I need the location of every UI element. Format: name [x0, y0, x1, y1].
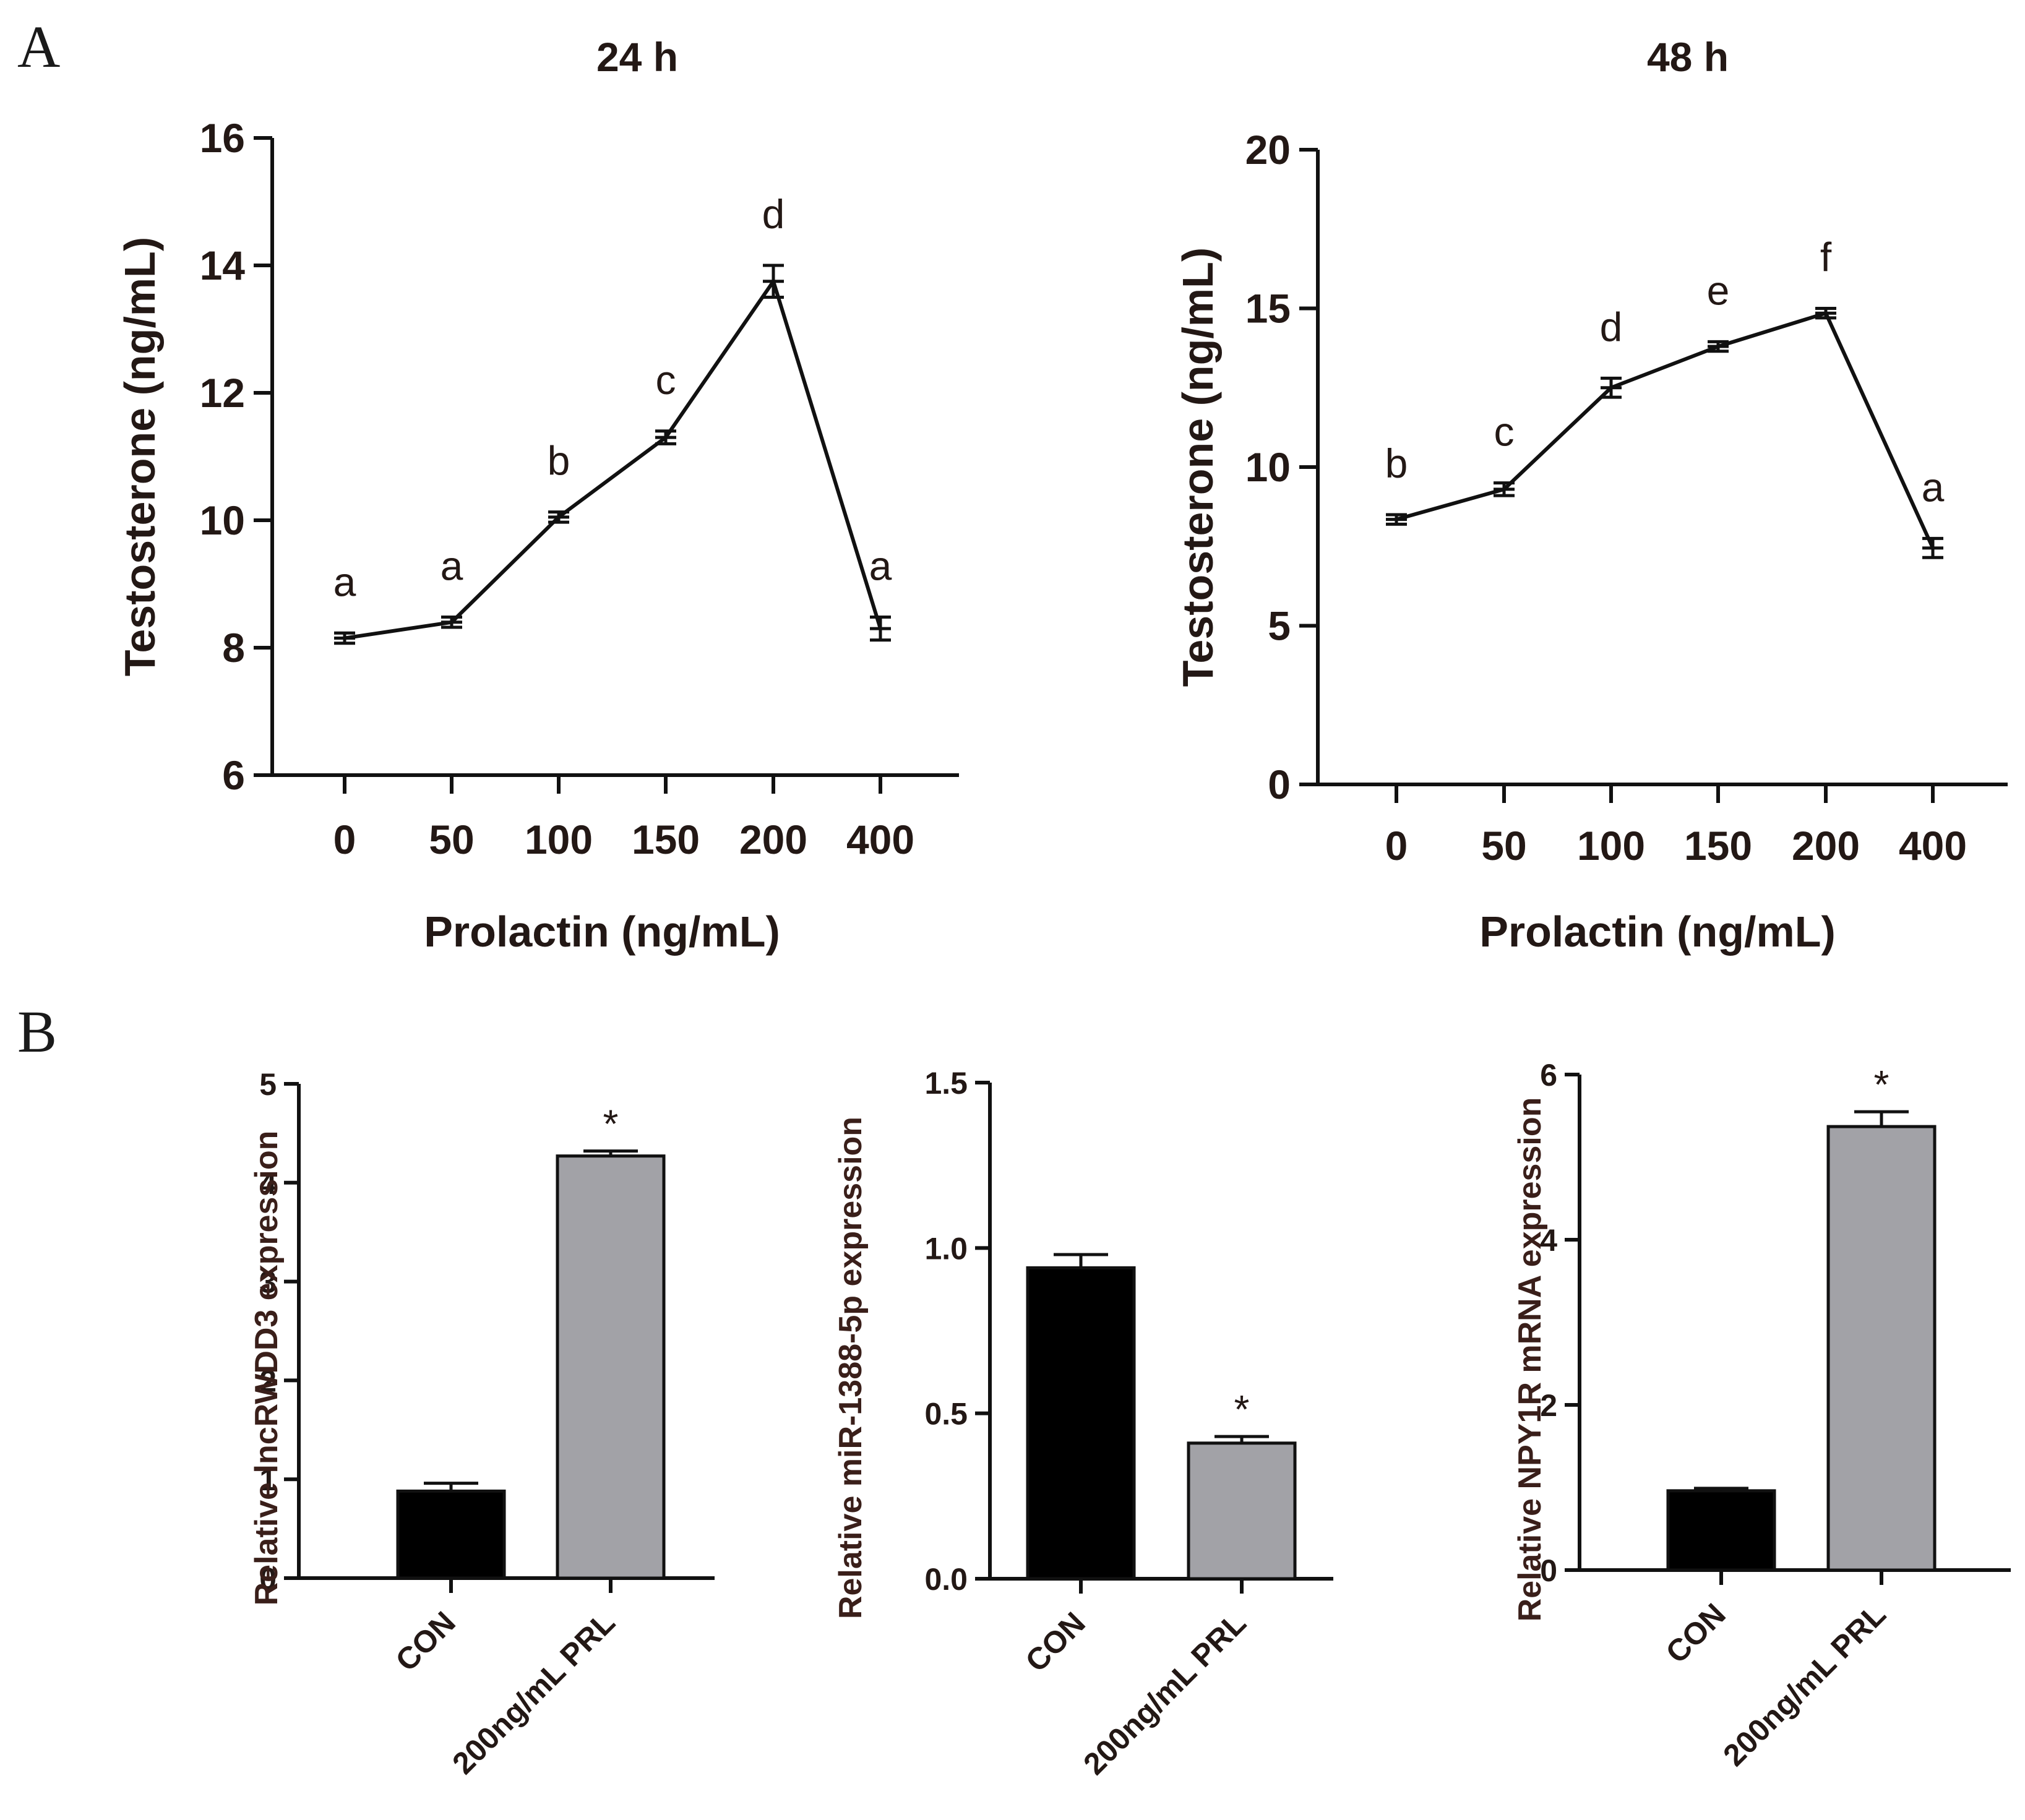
x-tick-label: 200ng/mL PRL — [1077, 1605, 1253, 1782]
data-point — [1601, 376, 1622, 399]
y-tick-label: 1.0 — [924, 1231, 968, 1266]
x-tick-label: 200ng/mL PRL — [445, 1605, 622, 1781]
y-tick-label: 20 — [1245, 127, 1291, 173]
data-point — [334, 631, 355, 645]
significance-letter: a — [869, 543, 892, 589]
significance-letter: a — [1922, 464, 1945, 510]
x-axis-title: Prolactin (ng/mL) — [424, 908, 780, 956]
bar — [1666, 1489, 1776, 1572]
y-tick-label: 5 — [259, 1067, 277, 1102]
y-tick-label: 0 — [259, 1561, 277, 1596]
x-tick-label: 50 — [1481, 823, 1526, 869]
significance-star: * — [1234, 1387, 1250, 1432]
x-tick-label: 200 — [1792, 823, 1860, 869]
x-tick-label: 0 — [333, 817, 356, 862]
y-tick-label: 8 — [222, 625, 245, 671]
y-axis-title: Relative NPY1R mRNA expression — [1512, 1097, 1548, 1622]
significance-letter: b — [548, 438, 570, 484]
data-point — [763, 264, 784, 299]
bar — [1826, 1125, 1937, 1572]
y-tick-label: 12 — [200, 370, 245, 416]
chart-title: 48 h — [1647, 34, 1729, 80]
significance-letter: d — [762, 191, 785, 237]
y-tick-label: 6 — [222, 752, 245, 798]
panel-label-a: A — [17, 14, 60, 80]
bar — [396, 1489, 506, 1580]
series-line — [1396, 311, 1935, 549]
data-point — [1708, 340, 1729, 353]
significance-letter: a — [441, 543, 463, 589]
significance-letter: f — [1820, 234, 1832, 280]
x-tick-label: 50 — [429, 817, 474, 862]
significance-letter: b — [1385, 440, 1408, 486]
significance-letter: e — [1707, 267, 1730, 313]
y-tick-label: 2 — [259, 1363, 277, 1398]
data-point — [655, 429, 676, 445]
x-tick-label: 400 — [1899, 823, 1967, 869]
significance-letter: c — [1494, 409, 1515, 455]
data-point — [870, 616, 891, 642]
y-tick-label: 0.5 — [924, 1397, 968, 1432]
chart-title: 24 h — [596, 34, 678, 80]
bar — [1187, 1441, 1297, 1581]
data-point — [441, 616, 462, 629]
data-point — [1386, 513, 1407, 526]
panel-label-b: B — [17, 998, 57, 1065]
x-tick-label: CON — [1019, 1605, 1092, 1678]
bar-chart-lncrwdd3: 0 1 2 3 4 5 CON * 200ng/mL PRL Relative lncRWDD3 … — [249, 1067, 715, 1781]
x-tick-label: 150 — [1684, 823, 1752, 869]
y-tick-label: 6 — [1540, 1058, 1557, 1092]
y-axis-title: Testosterone (ng/mL) — [1174, 247, 1222, 687]
x-axis-title: Prolactin (ng/mL) — [1479, 908, 1836, 956]
y-axis-title: Testosterone (ng/mL) — [116, 237, 164, 676]
y-tick-label: 10 — [1245, 444, 1291, 490]
line-chart-24h: 24 h 6 8 10 12 14 16 0 50 100 150 200 400 a a b c d a Testo… — [116, 34, 959, 956]
data-point — [548, 510, 569, 524]
y-tick-label: 5 — [1268, 603, 1291, 649]
y-tick-label: 1 — [259, 1462, 277, 1497]
x-tick-label: CON — [1659, 1597, 1732, 1670]
data-point — [1494, 481, 1515, 497]
x-tick-label: 150 — [632, 817, 700, 862]
y-tick-label: 4 — [1540, 1223, 1557, 1258]
x-tick-label: 100 — [525, 817, 593, 862]
x-tick-label: CON — [389, 1605, 462, 1678]
significance-star: * — [1874, 1062, 1890, 1107]
y-axis-title: Relative lncRWDD3 expression — [249, 1131, 285, 1606]
y-tick-label: 3 — [259, 1265, 277, 1300]
y-tick-label: 0 — [1540, 1553, 1557, 1588]
significance-letter: d — [1600, 304, 1623, 350]
bar-chart-npy1r: 0 2 4 6 CON * 200ng/mL PRL Relative NPY1R mRNA … — [1512, 1058, 2011, 1773]
x-tick-label: 0 — [1385, 823, 1408, 869]
y-tick-label: 15 — [1245, 286, 1291, 332]
significance-letter: c — [656, 357, 676, 403]
series-line — [344, 277, 882, 640]
y-tick-label: 0 — [1268, 762, 1291, 807]
x-tick-label: 100 — [1577, 823, 1645, 869]
bar-chart-mir1388: 0.0 0.5 1.0 1.5 CON * 200ng/mL PRL Relative miR… — [833, 1066, 1333, 1782]
y-tick-label: 1.5 — [924, 1066, 968, 1101]
y-tick-label: 2 — [1540, 1388, 1557, 1423]
y-axis-title: Relative miR-1388-5p expression — [833, 1117, 869, 1619]
significance-letter: a — [333, 559, 356, 604]
y-tick-label: 16 — [200, 115, 245, 161]
significance-star: * — [603, 1102, 619, 1146]
data-point — [1922, 536, 1943, 559]
y-tick-label: 4 — [259, 1166, 277, 1201]
data-point — [1815, 307, 1836, 320]
y-tick-label: 14 — [200, 243, 246, 288]
y-tick-label: 10 — [200, 497, 245, 543]
bar — [1026, 1266, 1136, 1581]
x-tick-label: 200ng/mL PRL — [1716, 1597, 1893, 1773]
bar — [556, 1154, 666, 1580]
x-tick-label: 400 — [846, 817, 914, 862]
x-tick-label: 200 — [739, 817, 807, 862]
y-tick-label: 0.0 — [924, 1562, 968, 1597]
